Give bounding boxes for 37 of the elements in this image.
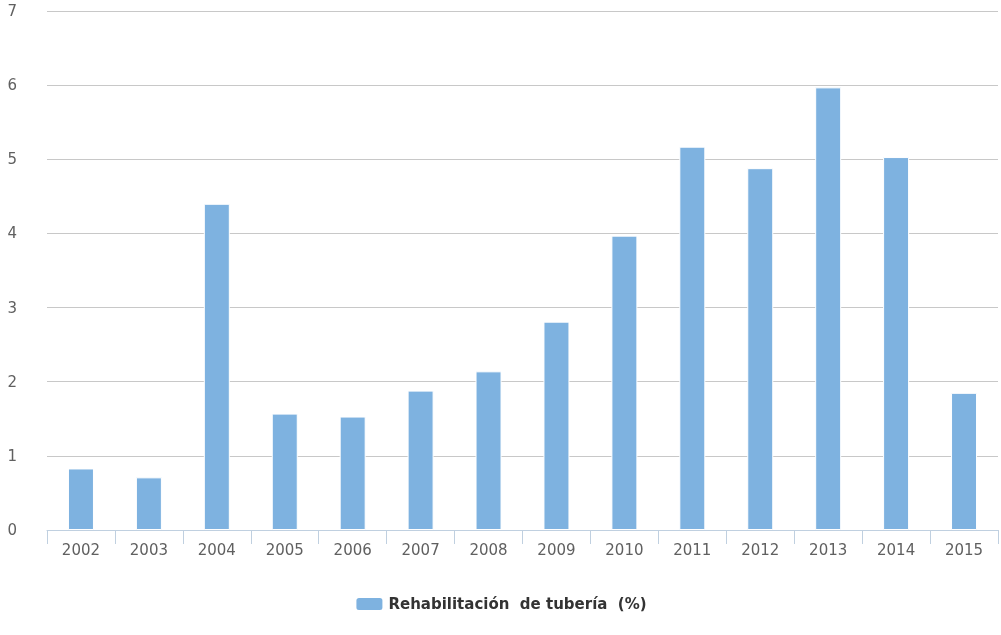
y-tick-label: 0: [7, 521, 17, 539]
x-tick-label: 2015: [944, 540, 984, 559]
bar: [611, 235, 638, 530]
bar: [135, 477, 162, 530]
x-tick-label: 2013: [809, 540, 848, 559]
bar: [67, 468, 94, 530]
x-tick-label: 2007: [401, 540, 440, 559]
x-tick-label: 2008: [469, 540, 508, 559]
y-tick-label: 4: [7, 224, 17, 243]
bar: [271, 413, 298, 530]
x-tick-label: 2012: [741, 540, 780, 559]
x-tick-label: 2005: [265, 540, 304, 559]
bar: [543, 321, 570, 530]
x-tick-label: 2014: [877, 540, 916, 559]
y-tick-label: 6: [7, 76, 17, 95]
bar: [407, 390, 434, 530]
y-tick-label: 3: [7, 298, 17, 317]
legend-label: Rehabilitación de tubería (%): [388, 595, 647, 613]
x-tick-label: 2009: [537, 540, 576, 559]
x-tick-label: 2006: [333, 540, 372, 559]
x-tick-label: 2010: [605, 540, 644, 559]
bar: [339, 416, 366, 530]
y-tick-label: 1: [7, 446, 17, 465]
x-tick-label: 2004: [197, 540, 236, 559]
bar: [679, 146, 706, 530]
x-tick-label: 2011: [673, 540, 712, 559]
y-tick-label: 7: [7, 2, 17, 20]
bar: [747, 168, 774, 530]
bar: [203, 203, 230, 530]
x-tick-label: 2003: [129, 540, 168, 559]
y-tick-label: 5: [7, 150, 17, 169]
x-tick-label: 2002: [61, 540, 101, 559]
bar: [475, 371, 502, 530]
bar: [951, 392, 978, 530]
bar: [815, 87, 842, 530]
bar: [883, 157, 910, 530]
y-tick-label: 2: [7, 372, 17, 391]
